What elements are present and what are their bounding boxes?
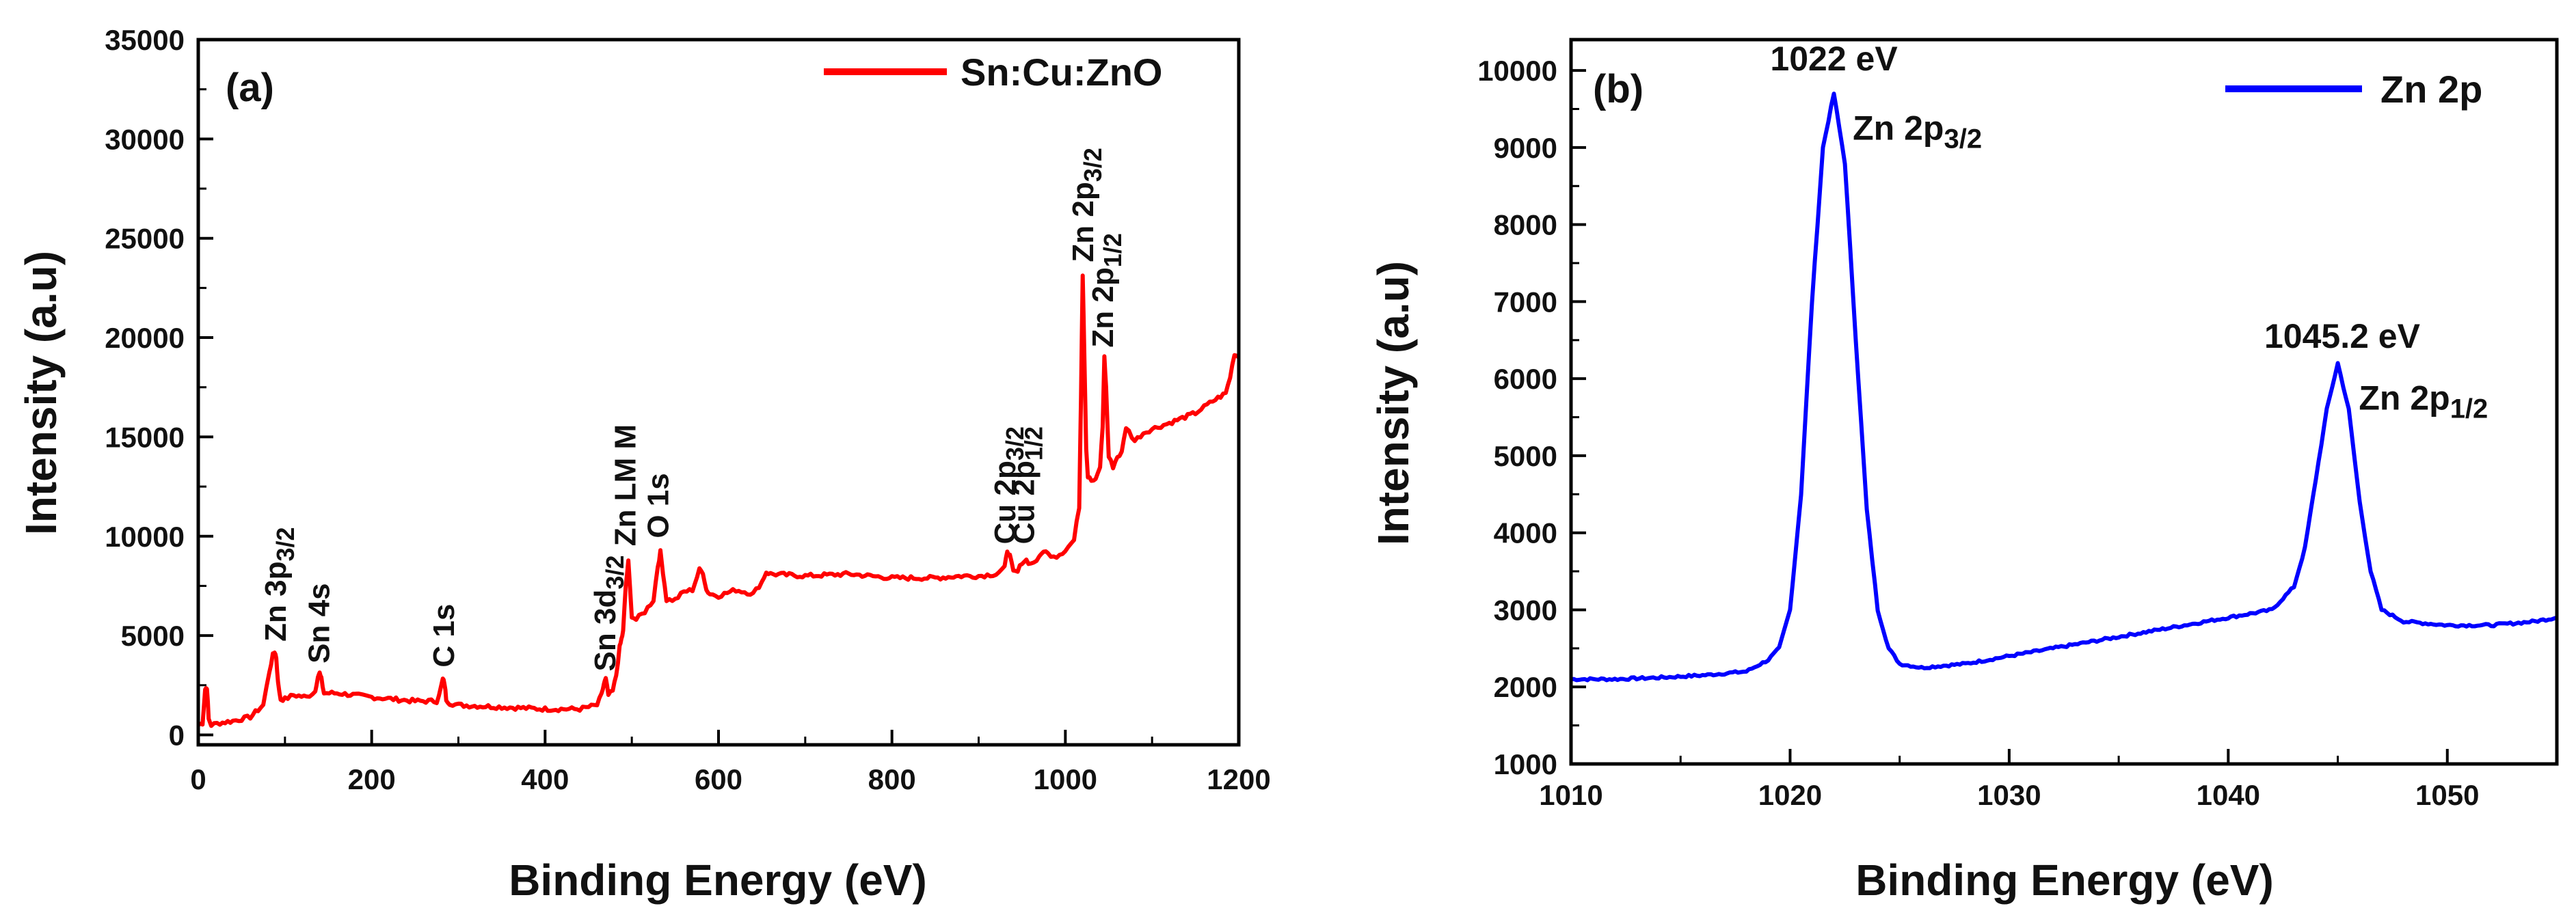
annotation-text: Zn 3p	[259, 562, 293, 642]
panel-a-survey-spectrum: 0 200 400 600 800 1000 1200 0 5000 10000 15000 2000…	[16, 24, 1271, 905]
series-line-zn-2p	[1570, 92, 2558, 683]
annotation-text: Sn 3d	[589, 590, 622, 672]
annotation-text: Cu 2p	[1008, 461, 1041, 544]
y-tick-label: 6000	[1494, 363, 1557, 395]
annotation-text: Zn 2p	[1086, 267, 1120, 347]
peak-annotation: C 1s	[427, 604, 461, 668]
y-tick-label: 3000	[1494, 594, 1557, 626]
panel-a-label: (a)	[226, 66, 274, 110]
annotation-subscript: 3/2	[1944, 124, 1982, 154]
panel-b-y-axis-title: Intensity (a.u)	[1369, 261, 1418, 545]
peak-annotation: Sn 4s	[303, 583, 336, 663]
annotation-text: 1022 eV	[1770, 40, 1898, 78]
annotation-text: Zn LM M	[608, 424, 642, 546]
annotation-subscript: 3/2	[271, 527, 299, 561]
peak-annotation: Cu 2p3/2	[989, 426, 1029, 544]
y-tick-label: 35000	[105, 24, 185, 56]
x-tick-label: 1050	[2415, 779, 2479, 811]
x-tick-label: 0	[190, 763, 206, 795]
annotation-text: Zn 2p	[1066, 182, 1100, 262]
y-tick-label: 9000	[1494, 132, 1557, 164]
annotation-subscript: 3/2	[1001, 426, 1029, 461]
panel-b-label: (b)	[1593, 67, 1643, 111]
x-tick-label: 600	[695, 763, 742, 795]
panel-b-ticks: 1010 1020 1030 1040 1050 1000 2000 3000 4000 5000…	[1477, 55, 2479, 811]
peak-annotation: Zn 2p1/2	[1086, 233, 1127, 347]
panel-b-plot-frame	[1569, 38, 2559, 766]
panel-a-legend: Sn:Cu:ZnO	[824, 51, 1162, 94]
annotation-text: O 1s	[641, 473, 675, 538]
annotation-subscript: 3/2	[601, 556, 629, 590]
panel-a-series	[197, 273, 1240, 728]
annotation-subscript: 1/2	[1020, 426, 1048, 461]
panel-a-x-axis-title: Binding Energy (eV)	[509, 856, 927, 905]
y-tick-label: 8000	[1494, 209, 1557, 241]
peak-annotation: Cu 2p1/2	[1008, 426, 1048, 544]
annotation-text: 1045.2 eV	[2264, 317, 2421, 355]
y-tick-label: 4000	[1494, 517, 1557, 549]
peak-annotation: 1022 eV	[1770, 40, 1898, 78]
panel-a-legend-label: Sn:Cu:ZnO	[961, 51, 1162, 94]
x-tick-label: 1020	[1758, 779, 1822, 811]
x-tick-label: 800	[868, 763, 916, 795]
peak-annotation: O 1s	[641, 473, 675, 538]
x-tick-label: 1030	[1977, 779, 2041, 811]
panel-b-legend: Zn 2p	[2225, 68, 2482, 111]
series-line-sn-cu-zno	[197, 273, 1240, 728]
peak-annotation: Sn 3d3/2	[589, 556, 629, 672]
y-tick-label: 20000	[105, 322, 185, 354]
peak-annotation: 1045.2 eV	[2264, 317, 2421, 355]
panel-a-y-axis-title: Intensity (a.u)	[16, 251, 66, 535]
panel-a-plot-frame	[196, 38, 1241, 747]
panel-b-zn2p-spectrum: 1010 1020 1030 1040 1050 1000 2000 3000 4000 5000…	[1369, 38, 2559, 905]
annotation-subscript: 1/2	[2450, 394, 2488, 424]
y-tick-label: 10000	[1477, 55, 1557, 87]
panel-a-ticks: 0 200 400 600 800 1000 1200 0 5000 10000 15000 2000…	[105, 24, 1271, 795]
x-tick-label: 1040	[2197, 779, 2260, 811]
annotation-text: Cu 2p	[989, 461, 1022, 544]
x-tick-label: 200	[348, 763, 396, 795]
peak-annotation: Zn 2p1/2	[2359, 379, 2488, 424]
y-tick-label: 0	[169, 719, 185, 751]
annotation-subscript: 3/2	[1079, 148, 1107, 182]
annotation-text: Sn 4s	[303, 583, 336, 663]
annotation-subscript: 1/2	[1099, 233, 1127, 267]
x-tick-label: 1200	[1207, 763, 1270, 795]
peak-annotation: Zn 2p3/2	[1853, 109, 1982, 154]
y-tick-label: 7000	[1494, 286, 1557, 318]
x-tick-label: 1000	[1034, 763, 1097, 795]
panel-b-x-axis-title: Binding Energy (eV)	[1855, 856, 2274, 905]
annotation-text: Zn 2p	[1853, 109, 1944, 148]
peak-annotation: Zn 2p3/2	[1066, 148, 1107, 262]
annotation-text: Zn 2p	[2359, 379, 2450, 417]
y-tick-label: 15000	[105, 421, 185, 453]
peak-annotation: Zn 3p3/2	[259, 527, 299, 641]
y-tick-label: 30000	[105, 123, 185, 155]
peak-annotation: Zn LM M	[608, 424, 642, 546]
y-tick-label: 5000	[121, 620, 185, 652]
annotation-text: C 1s	[427, 604, 461, 668]
x-tick-label: 1010	[1539, 779, 1602, 811]
y-tick-label: 1000	[1494, 748, 1557, 780]
panel-b-legend-label: Zn 2p	[2380, 68, 2482, 111]
y-tick-label: 10000	[105, 521, 185, 553]
x-tick-label: 400	[521, 763, 569, 795]
y-tick-label: 5000	[1494, 440, 1557, 472]
panel-b-series	[1570, 92, 2558, 683]
y-tick-label: 25000	[105, 223, 185, 255]
y-tick-label: 2000	[1494, 671, 1557, 703]
